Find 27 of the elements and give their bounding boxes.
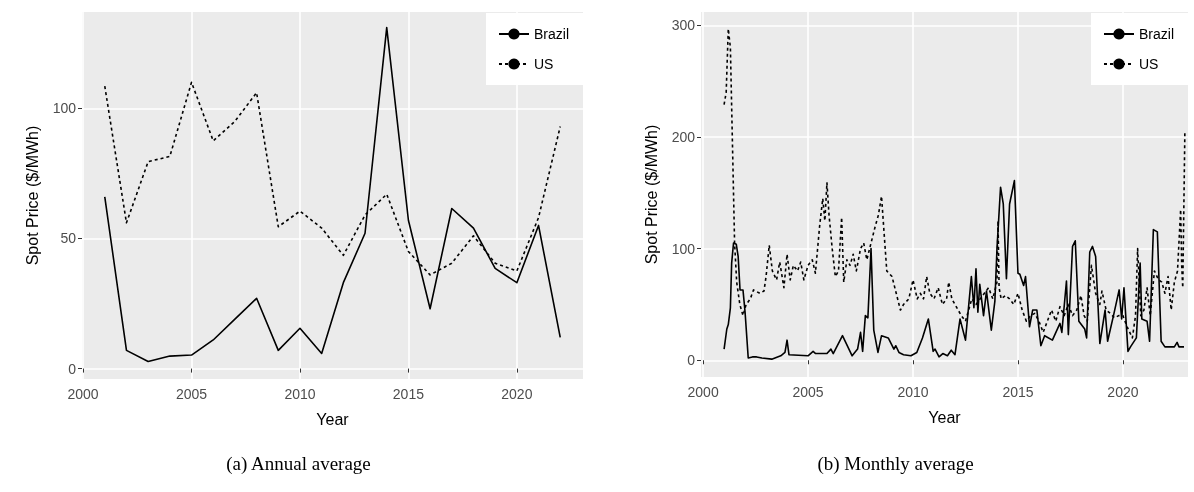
x-axis-title: Year [928, 408, 962, 426]
x-tick-label: 2005 [792, 384, 824, 400]
legend-label: Brazil [1138, 26, 1175, 42]
x-tick-label: 2005 [175, 386, 208, 402]
x-axis-title: Year [316, 410, 350, 428]
x-tick-label: 2000 [687, 384, 719, 400]
x-tick-label: 2015 [1002, 384, 1034, 400]
x-tick-label: 2010 [284, 386, 316, 402]
y-tick-label: 300 [671, 17, 696, 34]
y-tick-label: 0 [68, 360, 77, 377]
text: (b) Monthly average [817, 453, 974, 475]
legend-label: Brazil [533, 26, 570, 42]
legend-label: US [1138, 56, 1159, 72]
y-tick-label: 100 [52, 100, 77, 117]
text: (a) Annual average [226, 453, 371, 475]
x-tick-label: 2020 [501, 386, 533, 402]
legend-label: US [533, 56, 554, 72]
x-tick-label: 2000 [67, 386, 99, 402]
y-axis-title: Spot Price ($/MWh) [642, 124, 660, 265]
x-tick-label: 2010 [897, 384, 929, 400]
x-tick-label: 2020 [1107, 384, 1139, 400]
y-axis-title: Spot Price ($/MWh) [23, 125, 41, 266]
y-tick-label: 0 [687, 352, 696, 369]
y-tick-label: 200 [671, 129, 696, 146]
y-tick-label: 50 [60, 230, 77, 247]
x-tick-label: 2015 [392, 386, 425, 402]
y-tick-label: 100 [671, 240, 696, 257]
